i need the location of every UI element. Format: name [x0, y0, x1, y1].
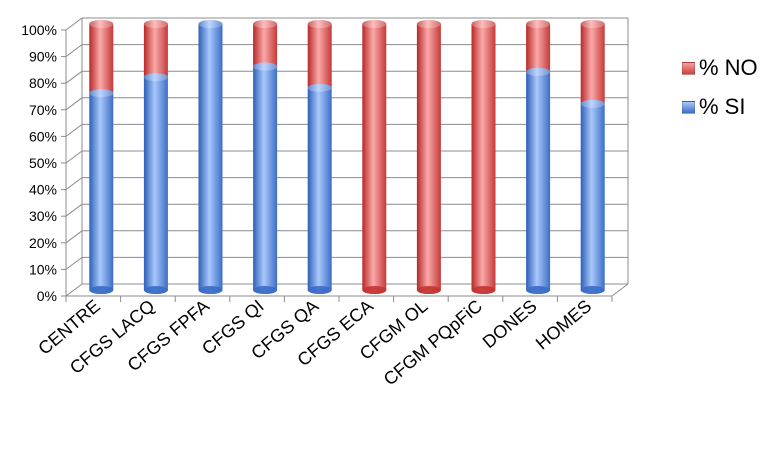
legend-swatch-si-icon [682, 100, 695, 114]
bar-si [253, 62, 278, 294]
bar-base [143, 286, 168, 294]
y-tick-label: 80% [29, 75, 57, 91]
legend-swatch-no-icon [682, 61, 695, 75]
bar-base [198, 286, 223, 294]
bar-si [89, 89, 114, 294]
bar-no [89, 20, 114, 98]
bar-si [580, 99, 605, 294]
bar-base [253, 286, 278, 294]
bar-no [471, 20, 496, 294]
gridline-side [65, 124, 83, 137]
y-axis: 0% 10% 20% 30% 40% 50% 60% 70% 80% 90% 100% [21, 22, 66, 304]
bar-base [362, 286, 387, 294]
gridline-side [65, 70, 83, 84]
legend-label-si: % SI [699, 94, 746, 119]
y-tick-label: 0% [37, 288, 57, 304]
gridline-side [65, 17, 83, 31]
bar-no [307, 20, 332, 92]
y-tick-label: 70% [29, 102, 57, 118]
bar-base [416, 286, 441, 294]
bar-base [526, 286, 551, 294]
gridline-side [65, 230, 83, 244]
gridline-side [65, 203, 83, 217]
gridline-side [65, 44, 83, 57]
legend-label-no: % NO [699, 55, 758, 80]
bar-no [362, 20, 387, 294]
y-tick-label: 50% [29, 155, 57, 171]
bar-no [416, 20, 441, 294]
y-tick-label: 30% [29, 208, 57, 224]
bar-no [526, 20, 551, 76]
chart-bars [89, 20, 605, 294]
x-tick-label: DONES [479, 296, 541, 352]
y-tick-label: 60% [29, 128, 57, 144]
legend: % NO % SI [682, 55, 758, 133]
bar-base [580, 286, 605, 294]
y-tick-label: 100% [21, 22, 57, 38]
gridline-side [65, 283, 83, 297]
bar-si [143, 73, 168, 294]
bar-no [253, 20, 278, 71]
bar-si [307, 83, 332, 294]
gridline-side [65, 150, 83, 164]
legend-item-no: % NO [682, 55, 758, 81]
bar-no [580, 20, 605, 108]
bar-base [89, 286, 114, 294]
bar-no [143, 20, 168, 82]
gridline-side [65, 97, 83, 111]
bar-si [198, 20, 223, 294]
gridline-side [65, 256, 83, 270]
gridline-side [65, 177, 83, 191]
x-tick-label: CFGM PQpFiC [380, 296, 486, 390]
x-tick-label: HOMES [532, 296, 595, 354]
bar-base [307, 286, 332, 294]
bar-si [526, 67, 551, 294]
y-tick-label: 90% [29, 49, 57, 65]
bar-base [471, 286, 496, 294]
y-tick-label: 40% [29, 182, 57, 198]
y-tick-label: 20% [29, 235, 57, 251]
legend-item-si: % SI [682, 94, 758, 120]
floor-right-edge [611, 283, 629, 297]
y-tick-label: 10% [29, 261, 57, 277]
